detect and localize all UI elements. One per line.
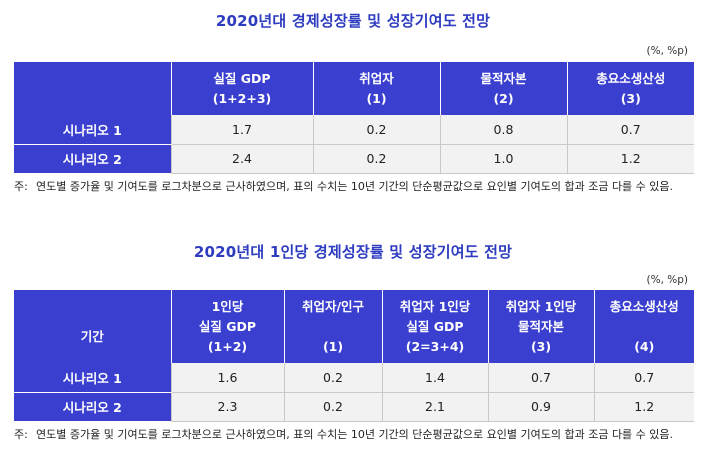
table1-header-capital-line1: 물적자본 bbox=[480, 70, 527, 86]
table-cell: 1.6 bbox=[170, 363, 284, 393]
table2-header-tfp: 총요소생산성 (4) bbox=[593, 290, 694, 363]
table1-header-tfp: 총요소생산성 (3) bbox=[566, 62, 694, 115]
table1-header-capital: 물적자본 (2) bbox=[439, 62, 567, 115]
table2-header-capital-per-worker-line1: 취업자 1인당 bbox=[505, 298, 577, 314]
table1-header-gdp-line1: 실질 GDP bbox=[213, 70, 271, 86]
table-cell: 0.9 bbox=[487, 392, 594, 422]
table2-header-gdp-per-capita-line3: (1+2) bbox=[207, 338, 248, 354]
table-cell: 0.7 bbox=[593, 363, 694, 393]
table2-header-employment-ratio-line3: (1) bbox=[322, 338, 344, 354]
table1-header-gdp-line2: (1+2+3) bbox=[212, 90, 272, 106]
table-cell: 1.2 bbox=[593, 392, 694, 422]
table1-header-tfp-line2: (3) bbox=[620, 90, 641, 106]
table1-note-text: 연도별 증가율 및 기여도를 로그차분으로 근사하였으며, 표의 수치는 10년… bbox=[36, 180, 674, 193]
table1-row2-label: 시나리오 2 bbox=[14, 144, 171, 173]
table2-note: 주: 연도별 증가율 및 기여도를 로그차분으로 근사하였으며, 표의 수치는 … bbox=[14, 427, 694, 442]
table1-unit: (%, %p) bbox=[646, 45, 689, 57]
table-cell: 2.4 bbox=[170, 144, 313, 174]
table-row: 시나리오 2 2.4 0.2 1.0 1.2 bbox=[14, 144, 694, 174]
table2-header-capital-per-worker-line2: 물적자본 bbox=[517, 318, 564, 334]
table2-header-employment-ratio: 취업자/인구 (1) bbox=[283, 290, 382, 363]
table1: 실질 GDP (1+2+3) 취업자 (1) 물적자본 (2) 총요소생산성 (3) 시… bbox=[14, 62, 694, 174]
table-cell: 0.2 bbox=[283, 363, 382, 393]
table2-header-gdp-per-worker-line1: 취업자 1인당 bbox=[399, 298, 471, 314]
table2-title: 2020년대 1인당 경제성장률 및 성장기여도 전망 bbox=[193, 243, 513, 261]
table-cell: 0.2 bbox=[312, 144, 440, 174]
table1-note: 주: 연도별 증가율 및 기여도를 로그차분으로 근사하였으며, 표의 수치는 … bbox=[14, 179, 694, 194]
table1-header-employment: 취업자 (1) bbox=[312, 62, 440, 115]
table-row: 시나리오 1 1.7 0.2 0.8 0.7 bbox=[14, 115, 694, 145]
table-cell: 0.7 bbox=[487, 363, 594, 393]
table-cell: 2.1 bbox=[381, 392, 488, 422]
table-cell: 0.8 bbox=[439, 115, 567, 145]
table1-header-tfp-line1: 총요소생산성 bbox=[596, 70, 666, 86]
table-row: 시나리오 1 1.6 0.2 1.4 0.7 0.7 bbox=[14, 363, 694, 393]
table-cell: 1.2 bbox=[566, 144, 694, 174]
table2-note-text: 연도별 증가율 및 기여도를 로그차분으로 근사하였으며, 표의 수치는 10년… bbox=[36, 428, 674, 441]
table-cell: 0.2 bbox=[283, 392, 382, 422]
table2-header-gdp-per-capita-line2: 실질 GDP bbox=[198, 318, 257, 334]
table-cell: 2.3 bbox=[170, 392, 284, 422]
table2-header-gdp-per-worker-line3: (2=3+4) bbox=[405, 338, 465, 354]
table1-header-capital-line2: (2) bbox=[493, 90, 514, 106]
table2-note-mark: 주: bbox=[14, 428, 28, 441]
table-cell: 1.0 bbox=[439, 144, 567, 174]
table1-header-employment-line2: (1) bbox=[366, 90, 387, 106]
table1-row1-label: 시나리오 1 bbox=[14, 115, 171, 145]
table2-row1-label: 시나리오 1 bbox=[14, 363, 171, 393]
table1-header-gdp: 실질 GDP (1+2+3) bbox=[170, 62, 313, 115]
table-cell: 0.2 bbox=[312, 115, 440, 145]
table-cell: 1.7 bbox=[170, 115, 313, 145]
table2-header-period-line2: 기간 bbox=[80, 328, 104, 344]
table-cell: 0.7 bbox=[566, 115, 694, 145]
table-row: 시나리오 2 2.3 0.2 2.1 0.9 1.2 bbox=[14, 392, 694, 422]
table2-header-gdp-per-capita-line1: 1인당 bbox=[211, 298, 244, 314]
table1-header-employment-line1: 취업자 bbox=[359, 70, 394, 86]
table2-unit: (%, %p) bbox=[646, 274, 689, 286]
table1-note-mark: 주: bbox=[14, 180, 28, 193]
table2-row2-label: 시나리오 2 bbox=[14, 392, 171, 421]
table2-header-gdp-per-worker-line2: 실질 GDP bbox=[406, 318, 464, 334]
table-cell: 1.4 bbox=[381, 363, 488, 393]
table2-header-period: 기간 bbox=[14, 290, 171, 363]
table2-header-capital-per-worker-line3: (3) bbox=[530, 338, 552, 354]
table1-header-row: 실질 GDP (1+2+3) 취업자 (1) 물적자본 (2) 총요소생산성 (3) bbox=[14, 62, 694, 115]
table2-header-tfp-line3: (4) bbox=[634, 338, 655, 354]
table1-title: 2020년대 경제성장률 및 성장기여도 전망 bbox=[215, 12, 491, 30]
table2-header-tfp-line1: 총요소생산성 bbox=[609, 298, 679, 314]
table2-header-employment-ratio-line1: 취업자/인구 bbox=[301, 298, 365, 314]
table1-header-corner bbox=[14, 62, 171, 115]
